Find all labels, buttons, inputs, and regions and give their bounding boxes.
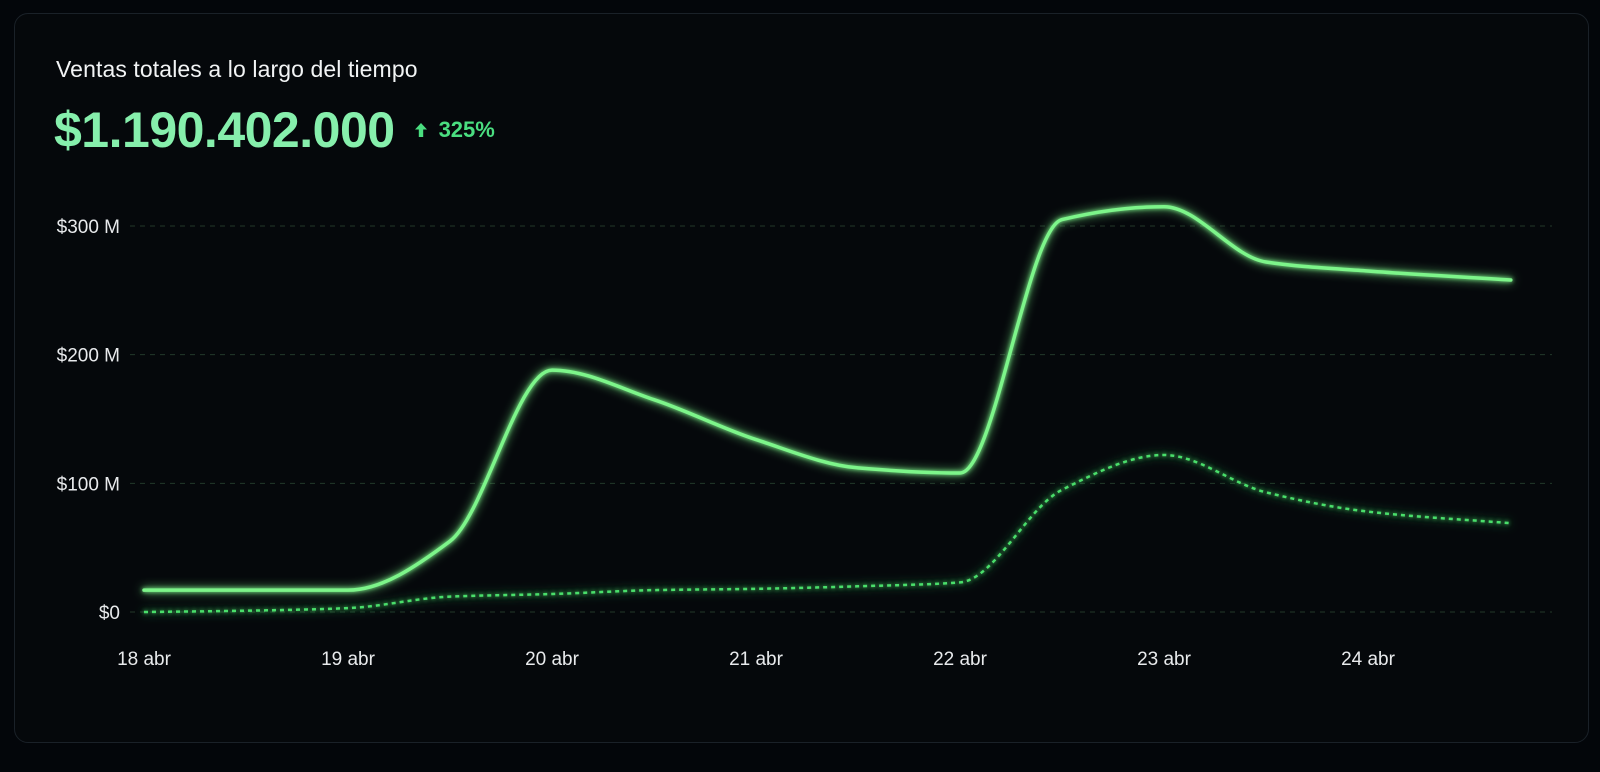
arrow-up-icon: [414, 123, 427, 137]
sales-card: Ventas totales a lo largo del tiempo $1.…: [14, 13, 1589, 743]
x-tick-label: 21 abr: [729, 649, 784, 670]
y-tick-label: $300 M: [57, 217, 120, 238]
change-badge: 325%: [413, 117, 495, 143]
y-tick-label: $0: [99, 603, 120, 624]
series-line-secondary: [143, 453, 1511, 614]
series-layer: [142, 204, 1513, 614]
x-axis: 18 abr 19 abr 20 abr 21 abr 22 abr 23 abr 24 a…: [117, 649, 1396, 670]
x-tick-label: 20 abr: [525, 649, 580, 670]
grid-layer: [130, 225, 1552, 613]
x-tick-label: 18 abr: [117, 649, 172, 670]
card-title: Ventas totales a lo largo del tiempo: [56, 56, 418, 82]
x-tick-label: 23 abr: [1137, 649, 1192, 670]
x-tick-label: 19 abr: [321, 649, 376, 670]
y-tick-label: $100 M: [57, 474, 120, 495]
y-tick-label: $200 M: [57, 346, 120, 367]
y-axis: $0 $100 M $200 M $300 M: [57, 217, 120, 624]
series-line-primary: [142, 204, 1513, 592]
x-tick-label: 24 abr: [1341, 649, 1396, 670]
x-tick-label: 22 abr: [933, 649, 988, 670]
metric-row: $1.190.402.000 325%: [54, 102, 495, 158]
change-value: 325%: [438, 117, 495, 142]
total-sales-value: $1.190.402.000: [54, 102, 395, 158]
